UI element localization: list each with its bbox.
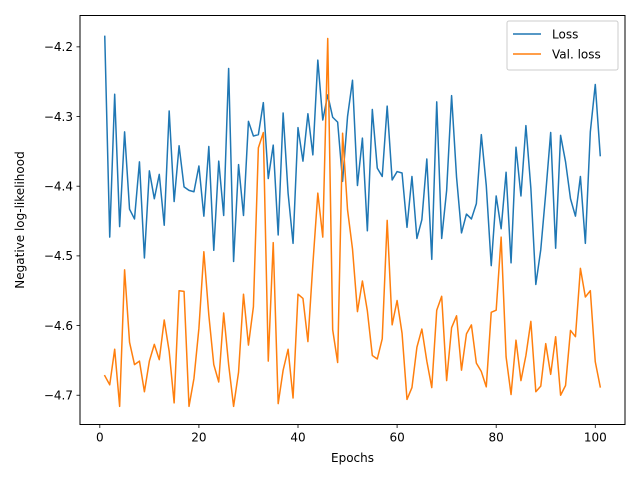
axis-ticks: 0 20 40 60 80 100 −4.2 −4.3 −4.4 −4.5 −4.6 −4.7 <box>44 40 607 444</box>
x-axis-title: Epochs <box>331 451 374 465</box>
y-tick-label: −4.5 <box>44 249 73 263</box>
x-tick-label: 40 <box>290 431 305 445</box>
x-tick-label: 60 <box>389 431 404 445</box>
x-tick-label: 100 <box>584 431 607 445</box>
y-tick-label: −4.2 <box>44 40 73 54</box>
series-line-1 <box>103 37 602 408</box>
legend: Loss Val. loss <box>506 20 619 71</box>
plot-frame <box>79 15 626 425</box>
plot-area <box>103 35 602 408</box>
y-tick-label: −4.6 <box>44 319 73 333</box>
x-tick-label: 20 <box>191 431 206 445</box>
y-tick-label: −4.7 <box>44 389 73 403</box>
y-axis-title: Negative log-likelihood <box>13 151 27 288</box>
x-tick-label: 0 <box>96 431 104 445</box>
y-tick-label: −4.3 <box>44 110 73 124</box>
legend-label-1: Val. loss <box>552 48 601 62</box>
legend-label-0: Loss <box>552 28 578 42</box>
y-tick-label: −4.4 <box>44 180 73 194</box>
series-line-0 <box>104 35 602 286</box>
x-tick-label: 80 <box>489 431 504 445</box>
